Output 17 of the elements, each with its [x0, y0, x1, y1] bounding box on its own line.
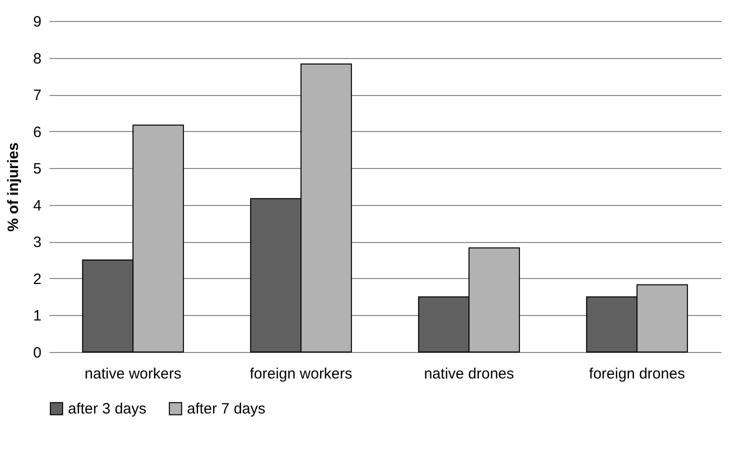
x-tick-label: native drones — [424, 366, 514, 382]
y-axis-title: % of injuries — [5, 142, 22, 232]
y-tick-label: 1 — [33, 308, 42, 325]
y-tick-label: 0 — [33, 344, 42, 362]
y-tick-label: 2 — [33, 270, 42, 288]
y-tick-label: 8 — [33, 50, 42, 68]
y-tick-label: 7 — [33, 87, 42, 104]
y-tick-label: 3 — [33, 234, 42, 252]
y-tick-label: 6 — [33, 124, 42, 141]
legend-label: after 7 days — [187, 400, 266, 418]
x-tick-label: native workers — [84, 366, 182, 382]
y-tick-label: 9 — [33, 14, 42, 30]
x-tick-label: foreign workers — [250, 366, 352, 382]
x-tick-label: foreign drones — [589, 366, 685, 382]
legend-label: after 3 days — [68, 400, 146, 418]
y-tick-label: 4 — [33, 197, 42, 214]
y-tick-label: 5 — [33, 160, 42, 178]
